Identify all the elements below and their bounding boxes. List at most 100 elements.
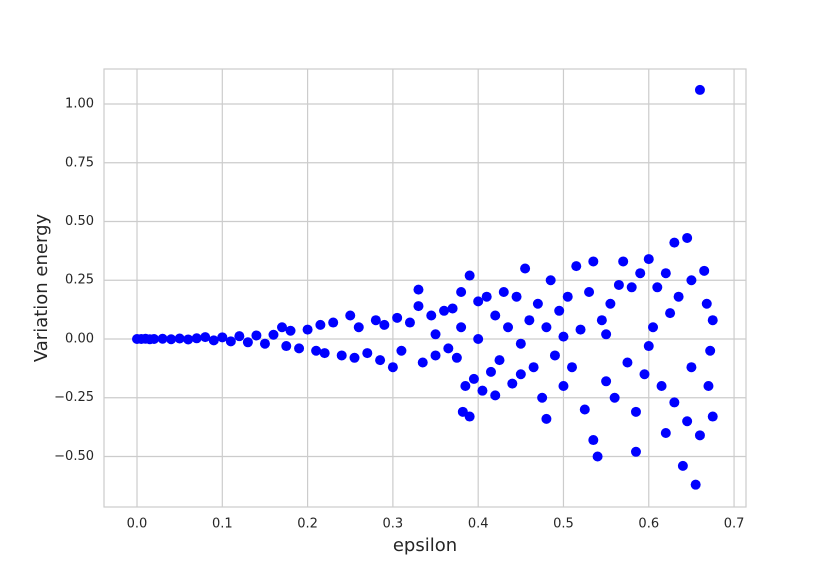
point — [694, 84, 705, 95]
point — [592, 451, 603, 462]
point — [682, 416, 693, 427]
point — [447, 303, 458, 314]
point — [328, 317, 339, 328]
point — [191, 333, 202, 344]
point — [643, 341, 654, 352]
point — [281, 341, 292, 352]
point — [319, 348, 330, 359]
point — [541, 413, 552, 424]
y-tick-label: −0.25 — [54, 390, 94, 405]
point — [456, 286, 467, 297]
point — [417, 357, 428, 368]
point — [639, 369, 650, 380]
point — [545, 275, 556, 286]
point — [511, 291, 522, 302]
point — [648, 322, 659, 333]
x-tick-label: 0.2 — [297, 517, 318, 532]
point — [362, 348, 373, 359]
point — [690, 479, 701, 490]
x-tick-label: 0.7 — [724, 517, 745, 532]
point — [498, 286, 509, 297]
point — [588, 435, 599, 446]
point — [669, 237, 680, 248]
point — [285, 325, 296, 336]
point — [677, 460, 688, 471]
point — [524, 315, 535, 326]
point — [268, 329, 279, 340]
x-tick-label: 0.5 — [553, 517, 574, 532]
point — [387, 362, 398, 373]
point — [294, 343, 305, 354]
point — [481, 291, 492, 302]
point — [439, 305, 450, 316]
point — [673, 291, 684, 302]
point — [251, 330, 262, 341]
point — [520, 263, 531, 274]
plot-area — [103, 68, 747, 508]
point — [613, 279, 624, 290]
y-tick-label: 0.50 — [65, 214, 94, 229]
point — [630, 446, 641, 457]
point — [669, 397, 680, 408]
point — [302, 324, 313, 335]
point — [549, 350, 560, 361]
point — [515, 338, 526, 349]
point — [686, 362, 697, 373]
point — [490, 390, 501, 401]
point — [370, 315, 381, 326]
point — [558, 331, 569, 342]
point — [473, 296, 484, 307]
point — [537, 392, 548, 403]
x-tick-label: 0.4 — [468, 517, 489, 532]
point — [596, 315, 607, 326]
point — [652, 282, 663, 293]
point — [443, 343, 454, 354]
point — [375, 355, 386, 366]
point — [242, 337, 253, 348]
point — [336, 350, 347, 361]
point — [694, 430, 705, 441]
point — [413, 284, 424, 295]
y-tick-label: 0.25 — [65, 273, 94, 288]
point — [588, 256, 599, 267]
point — [349, 352, 360, 363]
point — [456, 322, 467, 333]
point — [699, 265, 710, 276]
point — [707, 411, 718, 422]
point — [353, 322, 364, 333]
point — [430, 350, 441, 361]
point — [183, 334, 194, 345]
y-tick-label: 0.75 — [65, 155, 94, 170]
point — [575, 324, 586, 335]
point — [643, 254, 654, 265]
point — [430, 329, 441, 340]
point — [567, 362, 578, 373]
point — [665, 308, 676, 319]
point — [635, 268, 646, 279]
point — [558, 380, 569, 391]
point — [396, 345, 407, 356]
point — [705, 345, 716, 356]
point — [200, 332, 211, 343]
x-axis-label: epsilon — [393, 535, 457, 556]
point — [464, 270, 475, 281]
point — [234, 331, 245, 342]
point — [660, 268, 671, 279]
point — [701, 298, 712, 309]
point — [208, 335, 219, 346]
point — [485, 366, 496, 377]
point — [609, 392, 620, 403]
y-tick-label: 1.00 — [65, 97, 94, 112]
point — [460, 380, 471, 391]
point — [622, 357, 633, 368]
point — [174, 333, 185, 344]
point — [426, 310, 437, 321]
y-tick-label: 0.00 — [65, 331, 94, 346]
point — [451, 352, 462, 363]
point — [630, 406, 641, 417]
point — [149, 333, 160, 344]
point — [166, 334, 177, 345]
x-tick-label: 0.3 — [383, 517, 404, 532]
point — [473, 333, 484, 344]
